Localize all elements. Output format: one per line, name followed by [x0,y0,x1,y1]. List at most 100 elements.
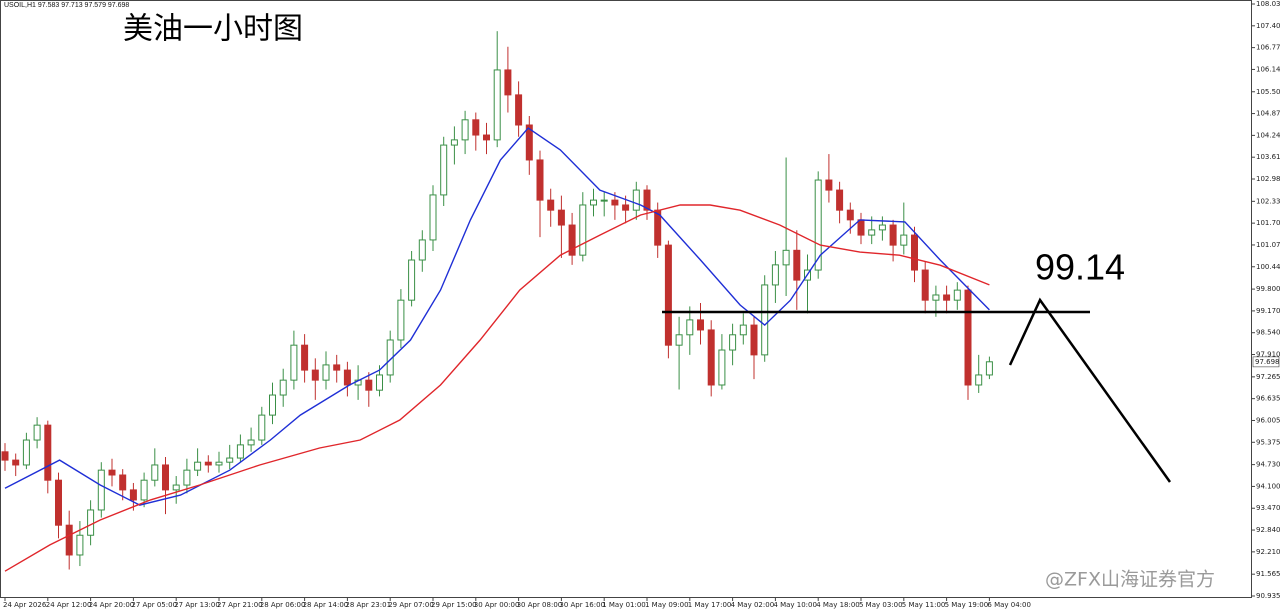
candle-body [975,374,983,386]
candle-body [397,299,405,341]
candle-body [290,344,298,381]
x-tick-label: 4 May 10:00 [773,601,817,609]
candle-body [547,199,555,211]
y-tick-label: 94.100 [1256,482,1280,490]
y-tick-label: 96.635 [1256,395,1280,403]
y-tick-label: 102.335 [1256,197,1280,205]
candle-body [921,269,929,301]
watermark: @ZFX山海证券官方 [1045,569,1215,591]
x-tick-label: 27 Apr 21:00 [217,601,263,609]
candle-body [119,474,127,491]
candle-body [504,69,512,96]
candle-body [515,94,523,126]
candle-body [557,209,565,226]
candle-body [258,414,266,441]
candle-body [194,461,202,471]
candle-body [140,479,148,501]
candle-body [857,219,865,236]
candle-body [686,319,694,336]
candle-body [76,534,84,556]
y-tick-label: 90.935 [1256,592,1280,600]
y-tick-label: 99.170 [1256,307,1280,315]
y-tick-label: 101.705 [1256,219,1280,227]
candle-body [664,244,672,346]
candle-body [279,379,287,396]
y-tick-label: 96.005 [1256,416,1280,424]
candle-body [483,134,490,141]
x-tick-label: 4 May 18:00 [816,601,860,609]
x-tick-label: 30 Apr 00:00 [474,601,520,609]
candle-body [408,259,416,301]
candle-body [12,459,20,466]
candle-body [472,119,480,136]
y-tick-label: 94.730 [1256,461,1280,469]
candle-body [600,199,608,202]
x-tick-label: 24 Apr 2026 [3,601,47,609]
level-annotation: 99.14 [1035,247,1125,288]
candle-body [525,124,533,161]
y-tick-label: 100.445 [1256,263,1280,271]
candle-body [365,379,373,391]
y-tick-label: 97.265 [1256,373,1280,381]
y-tick-label: 107.405 [1256,22,1280,30]
x-tick-label: 5 May 19:00 [945,601,989,609]
candle-body [878,224,886,231]
y-tick-label: 101.075 [1256,241,1280,249]
y-tick-label: 103.610 [1256,153,1280,161]
symbol-header: USOIL,H1 97.583 97.713 97.579 97.698 [4,2,129,9]
y-tick-label: 92.210 [1256,548,1280,556]
x-tick-label: 29 Apr 07:00 [388,601,434,609]
candle-body [1,451,9,461]
x-tick-label: 27 Apr 13:00 [174,601,220,609]
projection-arrow [1008,297,1172,483]
candle-body [376,374,383,391]
candle-body [236,444,244,459]
candle-body [33,424,41,441]
candle-body [22,439,30,466]
candle-body [632,189,640,211]
candle-body [622,204,630,211]
candle-body [129,489,137,501]
x-tick-label: 4 May 02:00 [731,601,775,609]
candle-body [707,329,715,386]
candle-body [771,264,779,286]
candle-body [729,334,737,351]
y-tick-label: 97.910 [1256,351,1280,359]
candle-body [590,199,597,206]
candle-body [44,424,52,481]
candle-body [579,204,587,256]
x-tick-label: 29 Apr 15:00 [431,601,477,609]
candle-body [215,461,223,466]
candle-body [493,69,501,141]
candle-body [900,234,908,246]
candle-body [162,464,169,491]
y-tick-label: 102.980 [1256,175,1280,183]
y-tick-label: 99.800 [1256,285,1280,293]
candle-body [343,369,351,386]
y-tick-label: 91.565 [1256,570,1280,578]
candle-body [836,189,844,211]
candle-body [226,457,234,463]
candle-body [429,194,437,241]
chart-title: 美油一小时图 [123,12,303,47]
candle-body [440,144,448,196]
candle-body [739,324,747,336]
moving-average-line [4,204,990,572]
candle-body [953,289,961,301]
x-tick-label: 30 Apr 16:00 [559,601,605,609]
y-tick-label: 106.775 [1256,44,1280,52]
candle-body [151,464,159,481]
x-tick-label: 27 Apr 05:00 [131,601,177,609]
candle-body [675,334,683,346]
candle-body [55,479,62,526]
candle-body [889,224,897,246]
plot-area [1,31,993,572]
x-tick-label: 1 May 17:00 [688,601,732,609]
plot-frame [0,0,1252,598]
candle-body [333,364,341,371]
last-price-label: 97.698 [1255,358,1280,366]
candle-body [269,394,276,416]
